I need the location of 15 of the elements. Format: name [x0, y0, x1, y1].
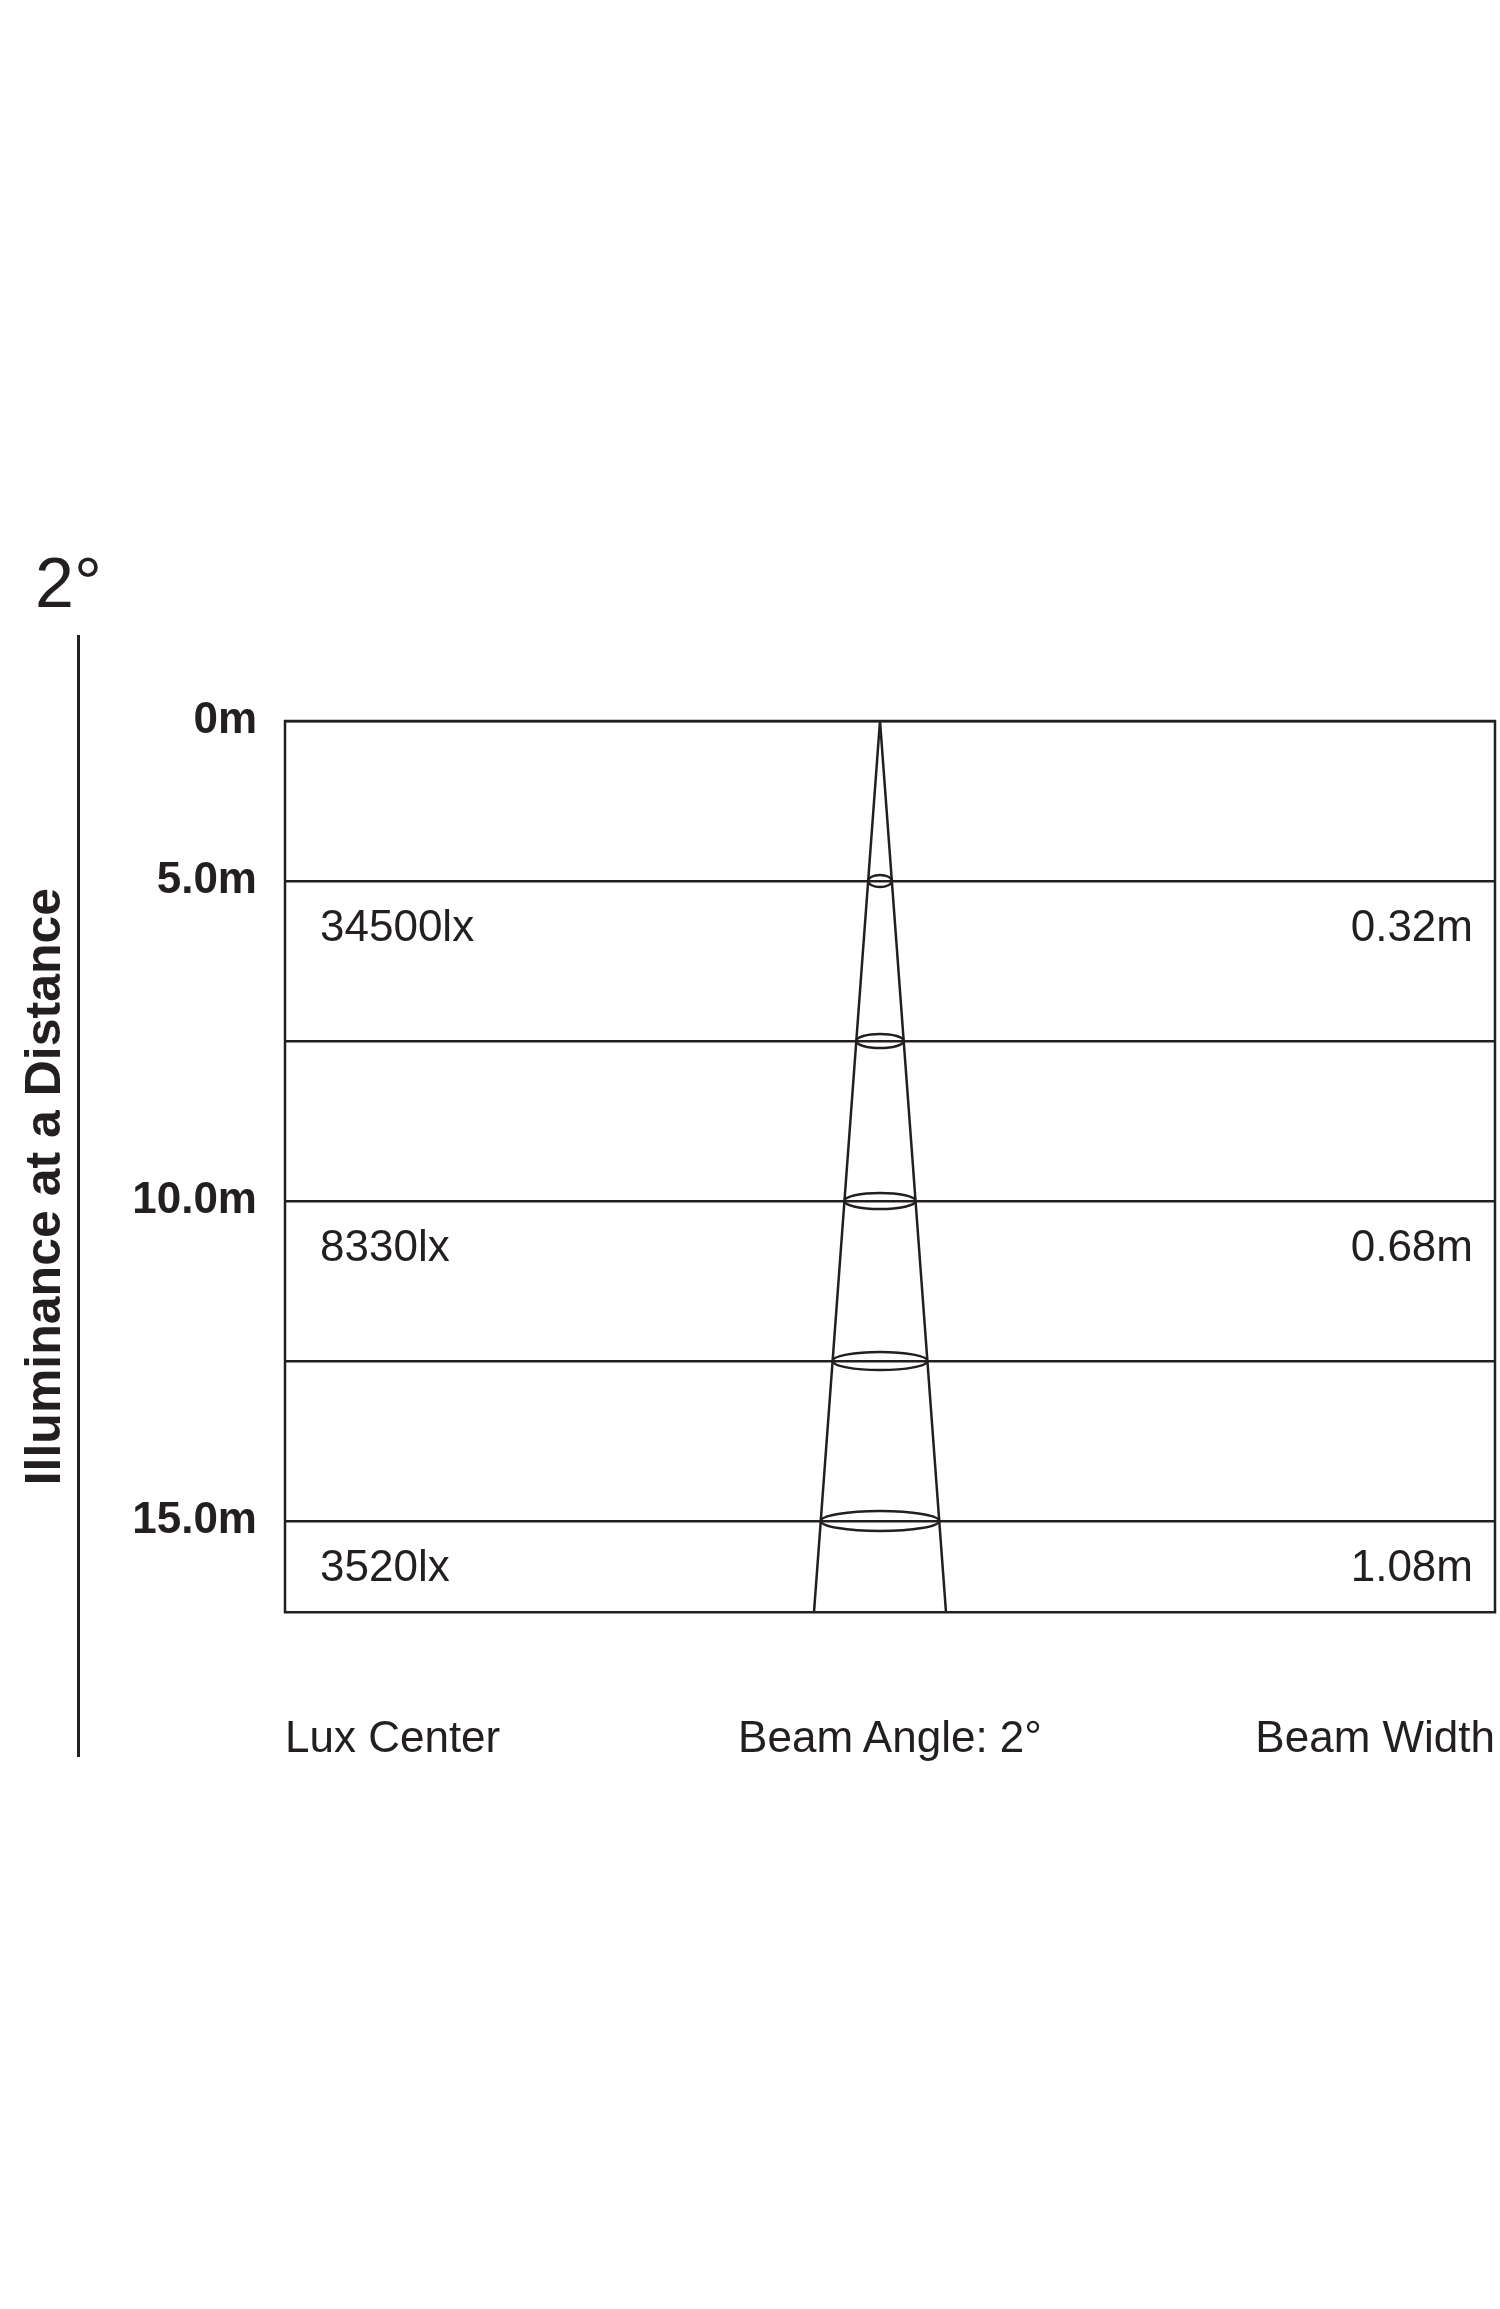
category-label: 5.0m: [156, 853, 257, 903]
text: 2°: [35, 544, 102, 623]
data-label: 1.08m: [1350, 1541, 1473, 1591]
legend-label: Beam Width: [1255, 1712, 1495, 1762]
data-label: 0.32m: [1350, 901, 1473, 951]
text: Illuminance at a Distance: [14, 887, 71, 1486]
data-label: 34500lx: [320, 901, 475, 951]
category-label: 10.0m: [132, 1173, 257, 1223]
category-label: 0m: [193, 693, 257, 743]
category-label: 15.0m: [132, 1493, 257, 1543]
data-label: 3520lx: [320, 1541, 450, 1591]
text: Beam Angle: 2°: [738, 1712, 1042, 1762]
data-label: 8330lx: [320, 1221, 450, 1271]
legend-label: Lux Center: [285, 1712, 501, 1762]
data-label: 0.68m: [1350, 1221, 1473, 1271]
